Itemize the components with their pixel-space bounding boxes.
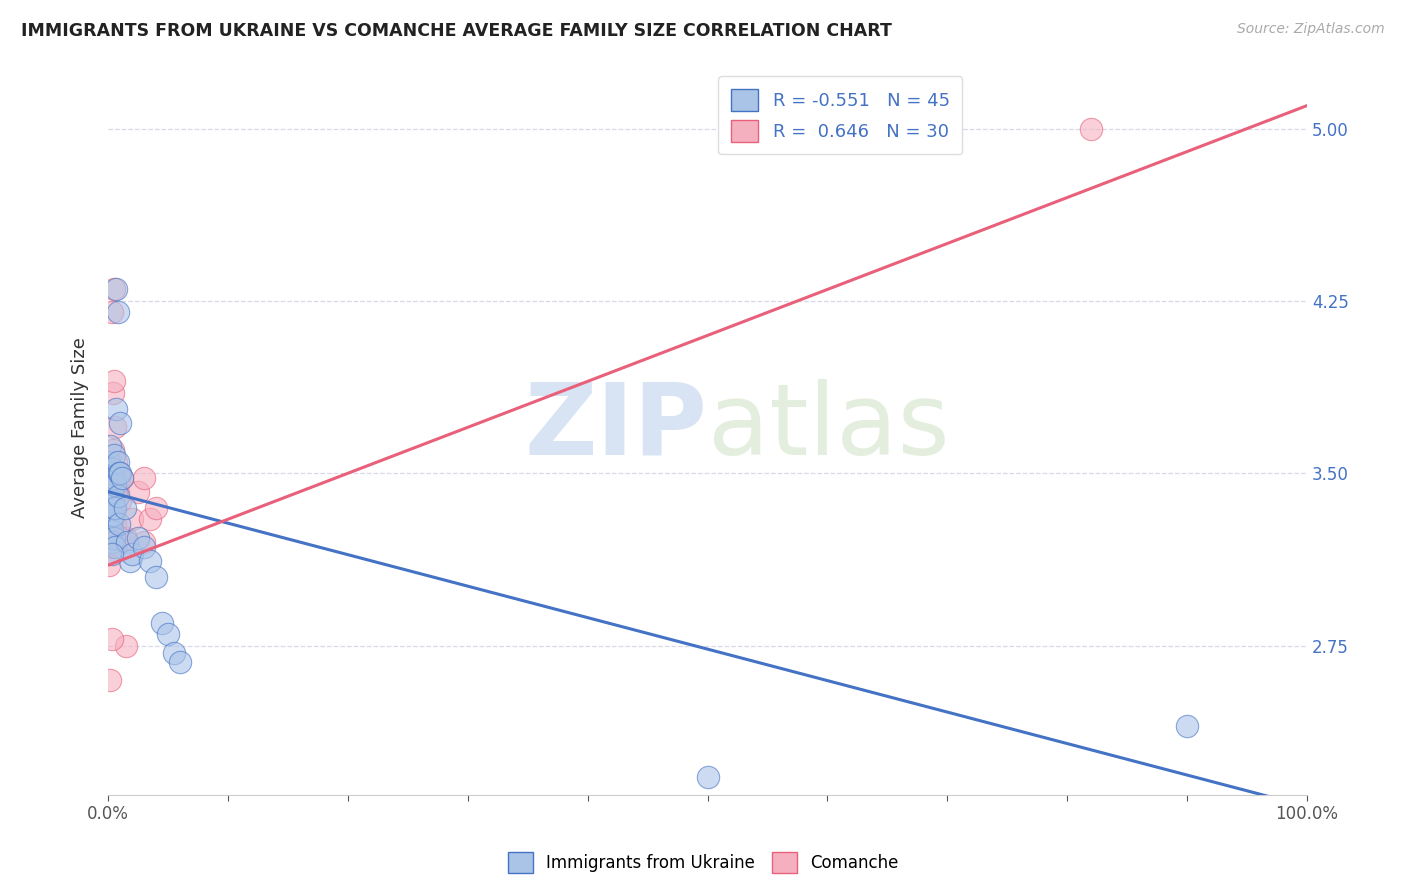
Point [98, 455, 121, 469]
Point [169, 655, 191, 669]
Point [107, 484, 129, 499]
Point [114, 500, 136, 515]
Text: ZIP: ZIP [524, 379, 707, 475]
Point [115, 639, 138, 653]
Point [107, 467, 129, 481]
Point [101, 443, 124, 458]
Point [139, 512, 162, 526]
Point [107, 305, 129, 319]
Point [115, 531, 138, 545]
Point [101, 494, 124, 508]
Point [100, 512, 122, 526]
Point [100, 484, 122, 499]
Point [100, 632, 122, 646]
Text: Source: ZipAtlas.com: Source: ZipAtlas.com [1237, 22, 1385, 37]
Point [100, 673, 122, 687]
Point [139, 554, 162, 568]
Point [98, 531, 121, 545]
Point [104, 540, 127, 554]
Point [145, 570, 167, 584]
Point [100, 467, 122, 481]
Point [98, 471, 121, 485]
Point [104, 500, 127, 515]
Point [107, 455, 129, 469]
Point [101, 508, 124, 522]
Point [115, 535, 138, 549]
Point [107, 471, 129, 485]
Point [132, 540, 155, 554]
Point [100, 524, 122, 538]
Point [100, 535, 122, 549]
Point [107, 516, 129, 531]
Text: IMMIGRANTS FROM UKRAINE VS COMANCHE AVERAGE FAMILY SIZE CORRELATION CHART: IMMIGRANTS FROM UKRAINE VS COMANCHE AVER… [21, 22, 891, 40]
Point [101, 477, 124, 491]
Point [100, 467, 122, 481]
Point [98, 558, 121, 573]
Point [104, 420, 127, 434]
Point [108, 416, 131, 430]
Point [108, 531, 131, 545]
Point [103, 448, 125, 462]
Legend: Immigrants from Ukraine, Comanche: Immigrants from Ukraine, Comanche [501, 846, 905, 880]
Point [132, 471, 155, 485]
Point [100, 305, 122, 319]
Text: atlas: atlas [707, 379, 949, 475]
Point [108, 494, 131, 508]
Point [103, 500, 125, 515]
Point [1080, 121, 1102, 136]
Point [107, 489, 129, 503]
Point [105, 455, 128, 469]
Point [103, 282, 125, 296]
Point [127, 484, 149, 499]
Point [150, 615, 173, 630]
Point [101, 385, 124, 400]
Point [132, 535, 155, 549]
Point [105, 401, 128, 416]
Point [103, 375, 125, 389]
Point [696, 770, 718, 784]
Point [127, 531, 149, 545]
Point [104, 477, 127, 491]
Point [111, 471, 134, 485]
Point [163, 646, 186, 660]
Legend: R = -0.551   N = 45, R =  0.646   N = 30: R = -0.551 N = 45, R = 0.646 N = 30 [718, 76, 962, 154]
Point [111, 471, 134, 485]
Y-axis label: Average Family Size: Average Family Size [72, 337, 89, 517]
Point [105, 282, 128, 296]
Point [103, 500, 125, 515]
Point [145, 500, 167, 515]
Point [100, 439, 122, 453]
Point [100, 540, 122, 554]
Point [121, 512, 143, 526]
Point [118, 554, 141, 568]
Point [121, 547, 143, 561]
Point [1175, 719, 1198, 733]
Point [104, 516, 127, 531]
Point [100, 477, 122, 491]
Point [156, 627, 179, 641]
Point [101, 461, 124, 475]
Point [100, 494, 122, 508]
Point [108, 467, 131, 481]
Point [103, 471, 125, 485]
Point [100, 547, 122, 561]
Point [103, 531, 125, 545]
